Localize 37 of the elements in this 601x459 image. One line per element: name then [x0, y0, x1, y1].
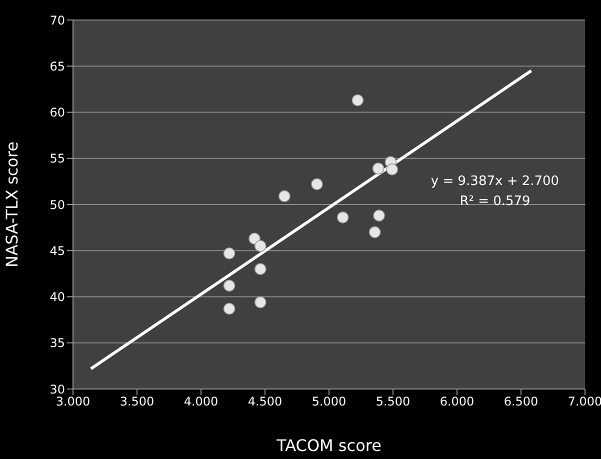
- point: [248, 232, 260, 245]
- point: [372, 162, 384, 174]
- x-tick-label: 4.000: [184, 394, 218, 409]
- x-tick-label: 5.500: [376, 394, 410, 409]
- point: [373, 210, 385, 222]
- point: [254, 240, 266, 252]
- annotation: R² = 0.579: [458, 193, 532, 211]
- x-tick-label: 3.500: [120, 394, 154, 409]
- point: [254, 263, 266, 275]
- point: [352, 94, 364, 106]
- point: [311, 178, 323, 190]
- y-tick-label: 60: [50, 106, 65, 120]
- annotation: y = 9.387x + 2.700: [430, 173, 560, 191]
- x-tick-label: 4.500: [248, 394, 282, 409]
- x-tick-label: 3.000: [56, 394, 90, 409]
- point: [223, 247, 236, 260]
- y-tick-label: 45: [50, 244, 65, 258]
- y-axis-title: NASA-TLX score: [2, 142, 22, 268]
- point: [254, 296, 266, 308]
- y-tick-label: 35: [50, 336, 65, 350]
- point: [223, 302, 236, 315]
- point: [223, 280, 236, 292]
- y-tick-label: 30: [50, 382, 65, 396]
- y-tick-label: 40: [50, 290, 65, 304]
- y-tick-label: 65: [50, 59, 65, 74]
- point: [386, 164, 398, 176]
- x-tick-label: 7.000: [568, 394, 601, 409]
- y-tick-label: 50: [50, 198, 65, 212]
- point: [336, 212, 349, 224]
- y-tick-label: 70: [50, 13, 65, 28]
- x-tick-label: 5.000: [312, 394, 346, 409]
- x-tick-label: 6.000: [440, 394, 474, 409]
- y-tick-label: 55: [50, 152, 65, 166]
- x-axis-title: TACOM score: [276, 436, 382, 455]
- point: [368, 226, 381, 238]
- x-tick-label: 6.500: [504, 394, 538, 409]
- point: [278, 190, 290, 202]
